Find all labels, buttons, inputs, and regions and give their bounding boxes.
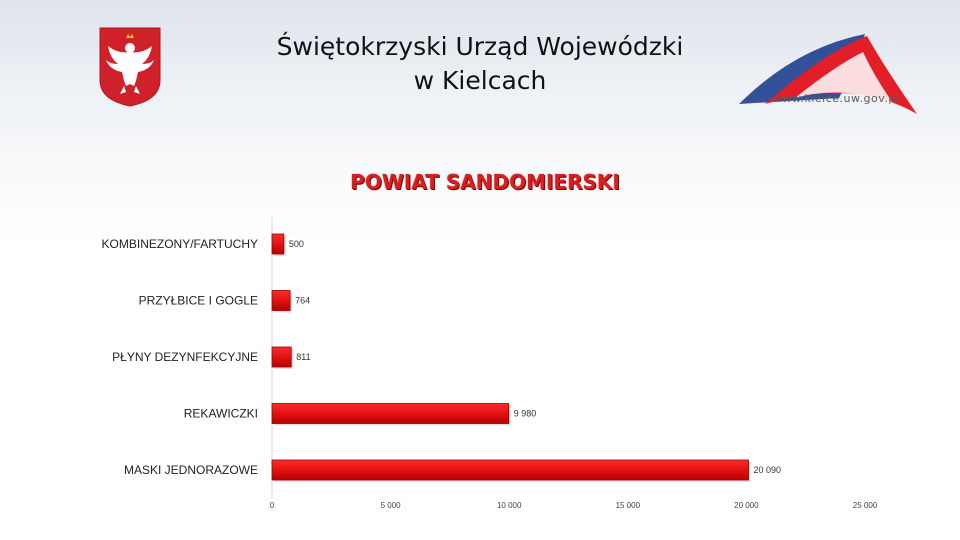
x-tick-label: 10 000 [497, 501, 522, 510]
value-label: 764 [295, 296, 310, 306]
category-label: KOMBINEZONY/FARTUCHY [102, 237, 258, 251]
office-title: Świętokrzyski Urząd Wojewódzki w Kielcac… [230, 30, 730, 98]
value-label: 9 980 [514, 409, 537, 419]
office-title-line-2: w Kielcach [413, 66, 547, 95]
x-tick-label: 25 000 [853, 501, 878, 510]
x-tick-label: 5 000 [381, 501, 402, 510]
category-label: PRZYŁBICE I GOGLE [139, 294, 258, 308]
category-label: PŁYNY DEZYNFEKCYJNE [112, 350, 258, 364]
voivodeship-office-logo [739, 34, 917, 114]
polish-eagle-emblem [99, 27, 161, 107]
bar [271, 290, 291, 311]
website-url: www.kielce.uw.gov.pl [773, 92, 900, 105]
category-label: MASKI JEDNORAZOWE [124, 463, 258, 477]
x-tick-label: 20 000 [734, 501, 759, 510]
value-label: 20 090 [754, 465, 782, 475]
bar [271, 233, 285, 255]
x-tick-label: 0 [270, 501, 275, 510]
value-label: 811 [296, 352, 310, 362]
x-tick-label: 15 000 [616, 501, 641, 510]
office-title-line-1: Świętokrzyski Urząd Wojewódzki [276, 32, 684, 61]
value-label: 500 [289, 239, 304, 249]
bar [271, 403, 510, 424]
bar [271, 346, 292, 368]
chart-title: POWIAT SANDOMIERSKI [350, 170, 620, 194]
bar [271, 459, 749, 481]
category-label: REKAWICZKI [184, 407, 258, 421]
